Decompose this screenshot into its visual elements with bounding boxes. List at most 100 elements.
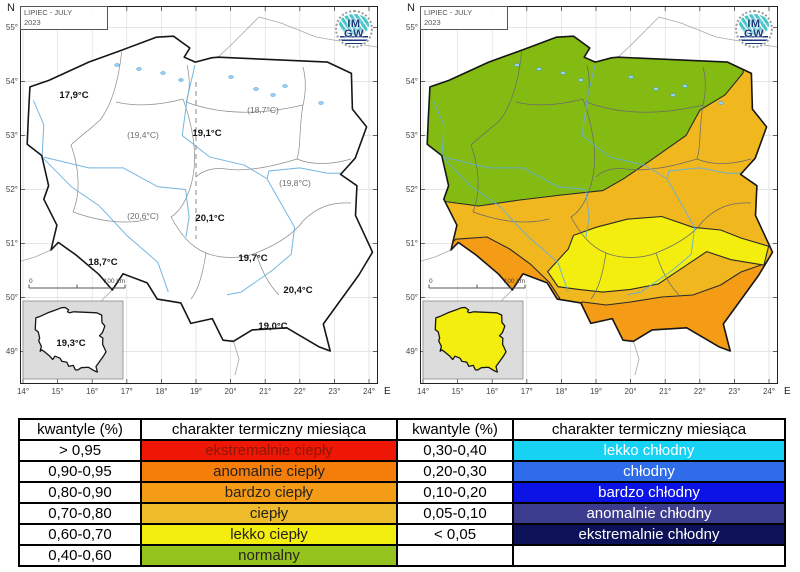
legend-quantile-cell-cold: 0,05-0,10 (396, 502, 514, 525)
map-title-month: LIPIEC - JULY (424, 8, 473, 17)
river-warta (443, 156, 590, 238)
voivodeship-border (655, 202, 752, 254)
legend-category-cell-warm: anomalnie ciepły (140, 460, 398, 483)
legend-row: 0,60-0,70 lekko ciepły < 0,05 ekstremalnie … (18, 523, 786, 546)
lon-tick-label: 24° (762, 387, 776, 396)
lake (253, 87, 259, 91)
voivodeship-border (302, 66, 306, 106)
imgw-logo-gw: GW (344, 28, 364, 40)
legend-header-category-cold: charakter termiczny miesiąca (512, 418, 786, 441)
voivodeship-border (72, 211, 150, 223)
neighbor-border-line (233, 341, 240, 376)
temperature-label: (20,6°C) (127, 211, 159, 221)
legend-quantile-cell-cold (396, 544, 514, 567)
lon-tick-label: 23° (728, 387, 741, 396)
lake (560, 71, 566, 75)
voivodeship-border (190, 252, 207, 300)
lon-tick-label: 16° (486, 387, 499, 396)
lake (282, 84, 288, 88)
lake (628, 75, 634, 79)
lon-tick-label: 14° (16, 387, 30, 396)
neighbor-border-line (617, 16, 660, 58)
voivodeship-border (70, 144, 79, 213)
imgw-logo: IM GW (335, 10, 373, 48)
legend-header-row: kwantyle (%) charakter termiczny miesiąc… (18, 418, 786, 441)
svg-text:0: 0 (29, 278, 33, 285)
lat-tick-label: 51° (5, 238, 18, 248)
imgw-logo: IM GW (735, 10, 773, 48)
voivodeship-border (590, 252, 607, 300)
temperature-label: 20,4°C (283, 285, 312, 296)
voivodeship-border (702, 66, 706, 106)
legend-row: 0,70-0,80 ciepły 0,05-0,10 anomalnie chłodn… (18, 502, 786, 525)
lon-tick-label: 19° (189, 387, 203, 396)
legend-quantile-cell-cold: < 0,05 (396, 523, 514, 546)
legend-header-quantile-warm: kwantyle (%) (18, 418, 142, 441)
lon-tick-label: 17° (120, 387, 133, 396)
inset-poland-outline (35, 307, 106, 372)
lake (114, 63, 120, 67)
north-indicator: N (407, 2, 415, 14)
legend-category-cell-cold: lekko chłodny (512, 439, 786, 462)
lat-tick-label: 52° (5, 184, 18, 194)
scale-bar: 0 100 km (28, 278, 126, 289)
lat-tick-label: 54° (5, 76, 18, 86)
neighbor-border-line (21, 249, 52, 262)
temperature-map-svg: 0 100 km 19,3°C 17,9°C (19,4°C) 19,1°C (18,7°C… (21, 7, 377, 383)
east-indicator: E (384, 386, 391, 397)
lat-tick-label: 55° (5, 22, 18, 32)
lake (718, 101, 724, 105)
voivodeship-border (655, 252, 680, 296)
lake (536, 67, 542, 71)
lon-tick-label: 18° (155, 387, 168, 396)
east-indicator: E (784, 386, 791, 397)
svg-text:100 km: 100 km (104, 278, 125, 285)
river-vistula (581, 64, 696, 296)
voivodeship-border (515, 98, 584, 106)
legend-row: 0,90-0,95 anomalnie ciepły 0,20-0,30 chłodn… (18, 460, 786, 483)
river-warta (43, 156, 190, 238)
temperature-label: (19,4°C) (127, 130, 159, 140)
legend-quantile-cell-cold: 0,10-0,20 (396, 481, 514, 504)
legend-category-cell-warm: normalny (140, 544, 398, 567)
legend-row: 0,80-0,90 bardzo ciepły 0,10-0,20 bardzo ch… (18, 481, 786, 504)
legend-quantile-cell-cold: 0,30-0,40 (396, 439, 514, 462)
lon-tick-label: 22° (293, 387, 306, 396)
voivodeship-border (595, 158, 698, 178)
legend-quantile-cell-warm: 0,90-0,95 (18, 460, 142, 483)
temperature-label: 19,1°C (192, 128, 221, 139)
legend-category-cell-warm: lekko ciepły (140, 523, 398, 546)
lon-tick-label: 16° (86, 387, 99, 396)
lat-tick-label: 52° (405, 184, 418, 194)
imgw-logo-gw: GW (744, 28, 764, 40)
imgw-logo-text: IM GW (337, 12, 371, 46)
lon-tick-label: 15° (51, 387, 64, 396)
legend-category-cell-cold: chłodny (512, 460, 786, 483)
svg-text:0: 0 (429, 278, 433, 285)
country-inset: 19,3°C (22, 300, 124, 380)
classification-map-svg: 0 100 km (421, 7, 777, 383)
poland-outline (27, 36, 373, 351)
lat-tick-label: 55° (405, 22, 418, 32)
lat-tick-label: 53° (405, 130, 418, 140)
legend-category-cell-cold: anomalnie chłodny (512, 502, 786, 525)
voivodeship-border (472, 211, 550, 223)
legend-quantile-cell-cold: 0,20-0,30 (396, 460, 514, 483)
river-oder (32, 100, 169, 293)
legend-category-cell-warm: ekstremalnie ciepły (140, 439, 398, 462)
map-title-year: 2023 (24, 17, 41, 27)
temperature-label: (18,7°C) (247, 105, 279, 115)
lake (270, 93, 276, 97)
voivodeship-border (470, 144, 479, 213)
lon-tick-label: 22° (693, 387, 706, 396)
north-indicator: N (7, 2, 15, 14)
voivodeship-border (170, 98, 196, 218)
lake (682, 84, 688, 88)
map-title-box: LIPIEC - JULY 2023 (20, 6, 108, 30)
legend-quantile-cell-warm: 0,40-0,60 (18, 544, 142, 567)
voivodeship-border (570, 98, 596, 218)
lake (136, 67, 142, 71)
temperature-label: 20,1°C (195, 213, 224, 224)
neighbor-border-line (217, 16, 260, 58)
inset-poland-outline (435, 307, 506, 372)
